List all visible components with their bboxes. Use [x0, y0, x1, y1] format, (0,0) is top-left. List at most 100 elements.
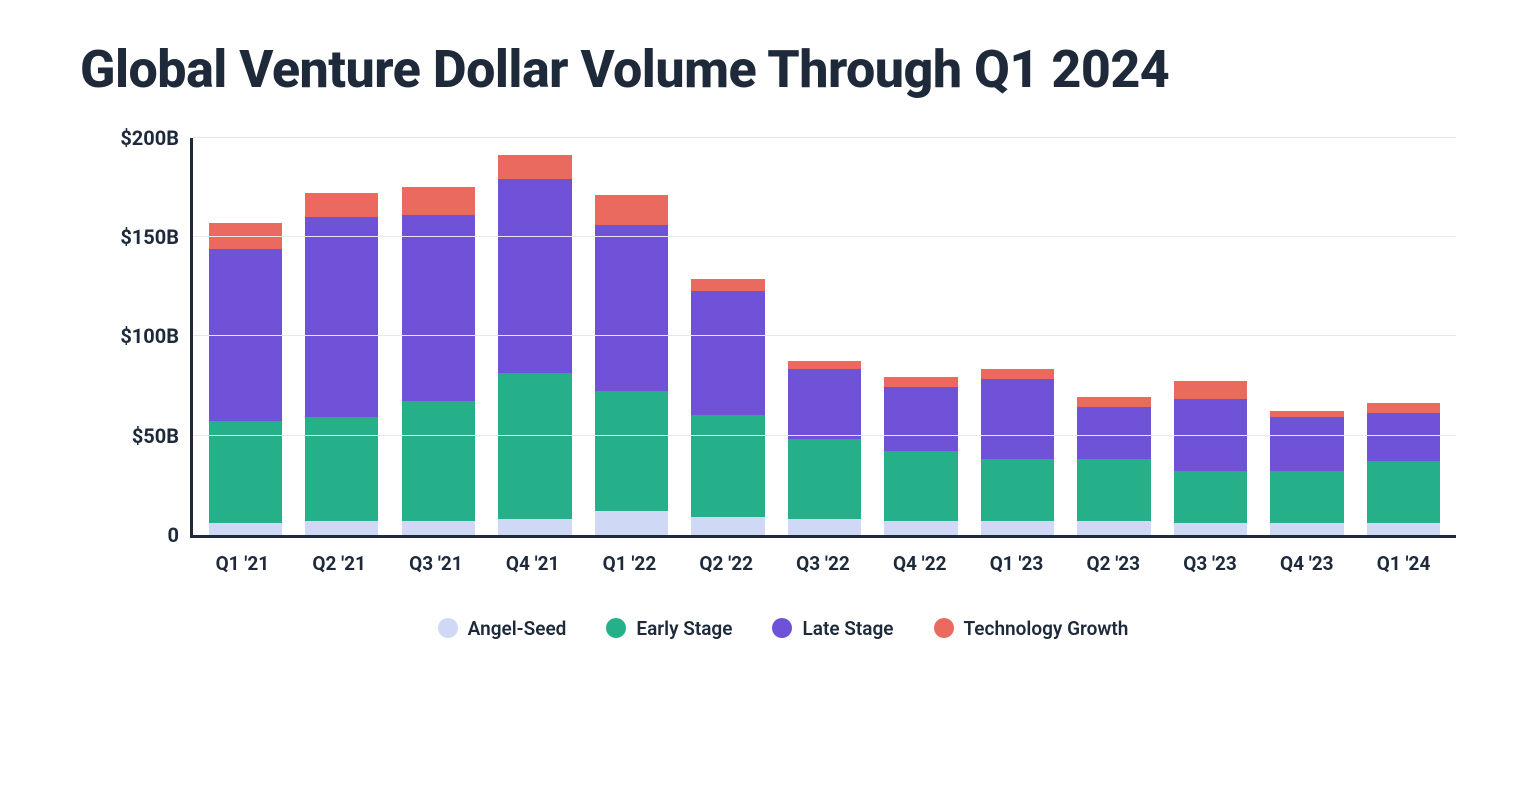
- x-axis-label: Q4 '23: [1258, 552, 1355, 575]
- chart-legend: Angel-Seed Early Stage Late Stage Technolog…: [110, 617, 1456, 640]
- bar-segment-angel_seed: [691, 517, 764, 535]
- bar-column: [1259, 138, 1356, 535]
- bar-segment-early_stage: [1270, 471, 1343, 523]
- x-axis-label: Q4 '22: [871, 552, 968, 575]
- bar-segment-angel_seed: [981, 521, 1054, 535]
- bar-column: [776, 138, 873, 535]
- bar-segment-angel_seed: [1367, 523, 1440, 535]
- bar-segment-early_stage: [498, 373, 571, 519]
- bar-segment-late_stage: [305, 217, 378, 417]
- bar-segment-early_stage: [981, 459, 1054, 521]
- bar-segment-late_stage: [884, 387, 957, 451]
- bar-segment-tech_growth: [1174, 381, 1247, 399]
- x-axis-label: Q1 '21: [194, 552, 291, 575]
- x-axis-label: Q3 '23: [1162, 552, 1259, 575]
- y-axis-label: $50B: [132, 424, 193, 448]
- stacked-bar: [498, 155, 571, 535]
- bar-segment-angel_seed: [1270, 523, 1343, 535]
- bar-column: [197, 138, 294, 535]
- bar-segment-tech_growth: [595, 195, 668, 225]
- bar-column: [583, 138, 680, 535]
- bar-segment-late_stage: [1270, 417, 1343, 471]
- bar-segment-angel_seed: [788, 519, 861, 535]
- bar-segment-tech_growth: [788, 361, 861, 369]
- gridline: [193, 335, 1456, 336]
- bar-segment-tech_growth: [498, 155, 571, 179]
- bar-segment-late_stage: [498, 179, 571, 373]
- x-axis-label: Q2 '21: [291, 552, 388, 575]
- legend-item-tech_growth: Technology Growth: [934, 617, 1129, 640]
- bar-segment-angel_seed: [402, 521, 475, 535]
- bar-segment-late_stage: [1077, 407, 1150, 459]
- legend-label: Late Stage: [802, 617, 893, 640]
- bar-segment-late_stage: [1367, 413, 1440, 461]
- bar-segment-early_stage: [1174, 471, 1247, 523]
- bar-segment-early_stage: [1367, 461, 1440, 523]
- bar-column: [294, 138, 391, 535]
- bar-segment-tech_growth: [981, 369, 1054, 379]
- legend-item-late_stage: Late Stage: [772, 617, 893, 640]
- bar-segment-early_stage: [788, 439, 861, 519]
- stacked-bar: [691, 279, 764, 535]
- bar-segment-angel_seed: [1174, 523, 1247, 535]
- bar-segment-tech_growth: [305, 193, 378, 217]
- y-axis-label: 0: [168, 523, 193, 547]
- stacked-bar: [884, 377, 957, 535]
- bar-segment-early_stage: [209, 421, 282, 523]
- stacked-bar: [788, 361, 861, 535]
- bar-segment-late_stage: [402, 215, 475, 401]
- bar-segment-late_stage: [595, 225, 668, 391]
- bar-column: [487, 138, 584, 535]
- x-axis-labels: Q1 '21Q2 '21Q3 '21Q4 '21Q1 '22Q2 '22Q3 '…: [190, 552, 1456, 575]
- stacked-bar: [1174, 381, 1247, 535]
- bar-column: [969, 138, 1066, 535]
- bar-column: [680, 138, 777, 535]
- bar-segment-tech_growth: [691, 279, 764, 291]
- stacked-bar: [1270, 411, 1343, 535]
- bar-segment-early_stage: [595, 391, 668, 511]
- stacked-bar: [209, 223, 282, 535]
- legend-item-early_stage: Early Stage: [606, 617, 732, 640]
- legend-swatch: [772, 618, 792, 638]
- x-axis-label: Q3 '21: [388, 552, 485, 575]
- chart-title: Global Venture Dollar Volume Through Q1 …: [80, 40, 1456, 100]
- x-axis-label: Q1 '24: [1355, 552, 1452, 575]
- legend-label: Early Stage: [636, 617, 732, 640]
- bar-column: [1066, 138, 1163, 535]
- gridline: [193, 435, 1456, 436]
- bar-column: [873, 138, 970, 535]
- stacked-bar: [981, 369, 1054, 535]
- x-axis-label: Q2 '23: [1065, 552, 1162, 575]
- chart-plot: 0$50B$100B$150B$200B: [190, 138, 1456, 538]
- y-axis-label: $200B: [120, 126, 193, 150]
- plot-area: 0$50B$100B$150B$200B: [190, 138, 1456, 538]
- bar-segment-early_stage: [402, 401, 475, 521]
- x-axis-label: Q2 '22: [678, 552, 775, 575]
- legend-item-angel_seed: Angel-Seed: [438, 617, 567, 640]
- gridline: [193, 137, 1456, 138]
- x-axis-label: Q3 '22: [775, 552, 872, 575]
- stacked-bar: [305, 193, 378, 535]
- stacked-bar: [1367, 403, 1440, 535]
- bar-segment-angel_seed: [884, 521, 957, 535]
- bar-segment-angel_seed: [1077, 521, 1150, 535]
- x-axis-label: Q1 '22: [581, 552, 678, 575]
- x-axis-label: Q4 '21: [484, 552, 581, 575]
- bar-segment-tech_growth: [1077, 397, 1150, 407]
- bar-segment-angel_seed: [305, 521, 378, 535]
- bar-segment-late_stage: [691, 291, 764, 415]
- legend-swatch: [606, 618, 626, 638]
- bar-segment-angel_seed: [209, 523, 282, 535]
- bar-segment-tech_growth: [402, 187, 475, 215]
- bar-segment-angel_seed: [595, 511, 668, 535]
- gridline: [193, 236, 1456, 237]
- legend-label: Angel-Seed: [468, 617, 567, 640]
- bar-column: [1162, 138, 1259, 535]
- x-axis-label: Q1 '23: [968, 552, 1065, 575]
- y-axis-label: $150B: [120, 225, 193, 249]
- legend-swatch: [438, 618, 458, 638]
- bar-segment-late_stage: [788, 369, 861, 439]
- bar-segment-early_stage: [305, 417, 378, 521]
- bar-segment-angel_seed: [498, 519, 571, 535]
- bar-segment-early_stage: [1077, 459, 1150, 521]
